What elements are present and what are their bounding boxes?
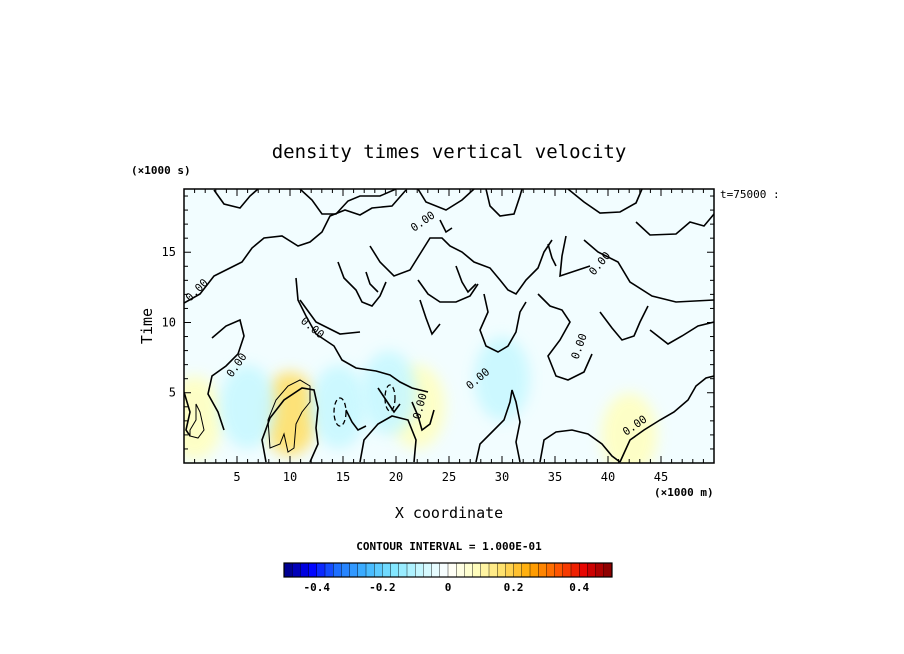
y-tick-label: 5 xyxy=(169,386,176,400)
colorbar-cell xyxy=(447,562,457,578)
negative-anomaly xyxy=(310,364,367,449)
colorbar-cell xyxy=(283,562,293,578)
colorbar-cell xyxy=(439,562,449,578)
colorbar-cell xyxy=(423,562,433,578)
x-tick-label: 35 xyxy=(548,470,562,484)
colorbar-cell xyxy=(488,562,498,578)
colorbar-cell xyxy=(472,562,482,578)
contour-thin-lines xyxy=(189,379,311,453)
axis-ticks xyxy=(184,189,714,463)
axis-tick-labels: 5 10 15 20 25 30 35 40 45 5 10 15 xyxy=(162,245,669,484)
x-tick-label: 5 xyxy=(233,470,240,484)
y-tick-label: 15 xyxy=(162,245,176,259)
contour-dashed-lines xyxy=(333,384,396,427)
colorbar-cell xyxy=(382,562,392,578)
colorbar-tick-label: -0.4 xyxy=(304,581,331,594)
colorbar-tick-label: 0.2 xyxy=(504,581,524,594)
y-axis-label: Time xyxy=(138,308,156,344)
colorbar-cell xyxy=(521,562,531,578)
colorbar-tick-label: -0.2 xyxy=(369,581,396,594)
colorbar-cell xyxy=(390,562,400,578)
x-tick-label: 10 xyxy=(283,470,297,484)
colorbar-cell xyxy=(398,562,408,578)
colorbar-cell xyxy=(570,562,580,578)
colorbar-cell xyxy=(505,562,515,578)
colorbar-cell xyxy=(341,562,351,578)
colorbar-tick-label: 0 xyxy=(445,581,452,594)
x-tick-label: 15 xyxy=(336,470,350,484)
colorbar-frame xyxy=(283,562,613,578)
contour-interval-label: CONTOUR INTERVAL = 1.000E-01 xyxy=(356,540,542,553)
negative-anomaly xyxy=(360,350,417,435)
colorbar-cell xyxy=(554,562,564,578)
colorbar-cell xyxy=(324,562,334,578)
colorbar-ticks: -0.4 -0.2 0 0.2 0.4 xyxy=(304,581,590,594)
colorbar-cell xyxy=(603,562,613,578)
colorbar-cell xyxy=(316,562,326,578)
colorbar-cell xyxy=(579,562,588,578)
colorbar-cell xyxy=(562,562,572,578)
positive-anomaly xyxy=(262,371,318,456)
chart-title: density times vertical velocity xyxy=(272,141,627,163)
colorbar-cell xyxy=(365,562,375,578)
x-tick-label: 25 xyxy=(442,470,456,484)
colorbar-cell xyxy=(480,562,490,578)
colorbar xyxy=(283,562,613,578)
colorbar-cell xyxy=(497,562,506,578)
colorbar-cell xyxy=(406,562,416,578)
x-tick-label: 30 xyxy=(495,470,509,484)
colorbar-cell xyxy=(538,562,547,578)
colorbar-cell xyxy=(587,562,597,578)
colorbar-tick-label: 0.4 xyxy=(569,581,589,594)
colorbar-cell xyxy=(357,562,367,578)
colorbar-cell xyxy=(308,562,318,578)
x-tick-label: 20 xyxy=(389,470,403,484)
colorbar-cell xyxy=(333,562,342,578)
contour-lines xyxy=(184,189,714,463)
colorbar-cell xyxy=(595,562,605,578)
colorbar-cell xyxy=(513,562,523,578)
colorbar-cell xyxy=(546,562,556,578)
colorbar-cell xyxy=(456,562,465,578)
y-unit-label: (×1000 s) xyxy=(131,164,191,177)
colorbar-cell xyxy=(300,562,310,578)
colorbar-cell xyxy=(431,562,441,578)
colorbar-cell xyxy=(349,562,359,578)
timestamp-label: t=75000 : xyxy=(720,188,780,201)
colorbar-cell xyxy=(529,562,539,578)
colorbar-cell xyxy=(415,562,424,578)
colorbar-cell xyxy=(292,562,301,578)
positive-anomaly xyxy=(184,376,223,461)
x-tick-label: 40 xyxy=(601,470,615,484)
colorbar-cell xyxy=(374,562,383,578)
positive-anomaly xyxy=(601,392,658,463)
negative-anomaly xyxy=(219,364,276,449)
x-unit-label: (×1000 m) xyxy=(654,486,714,499)
y-tick-label: 10 xyxy=(162,315,176,329)
x-axis-label: X coordinate xyxy=(395,504,503,522)
x-tick-label: 45 xyxy=(654,470,668,484)
colorbar-cell xyxy=(464,562,474,578)
